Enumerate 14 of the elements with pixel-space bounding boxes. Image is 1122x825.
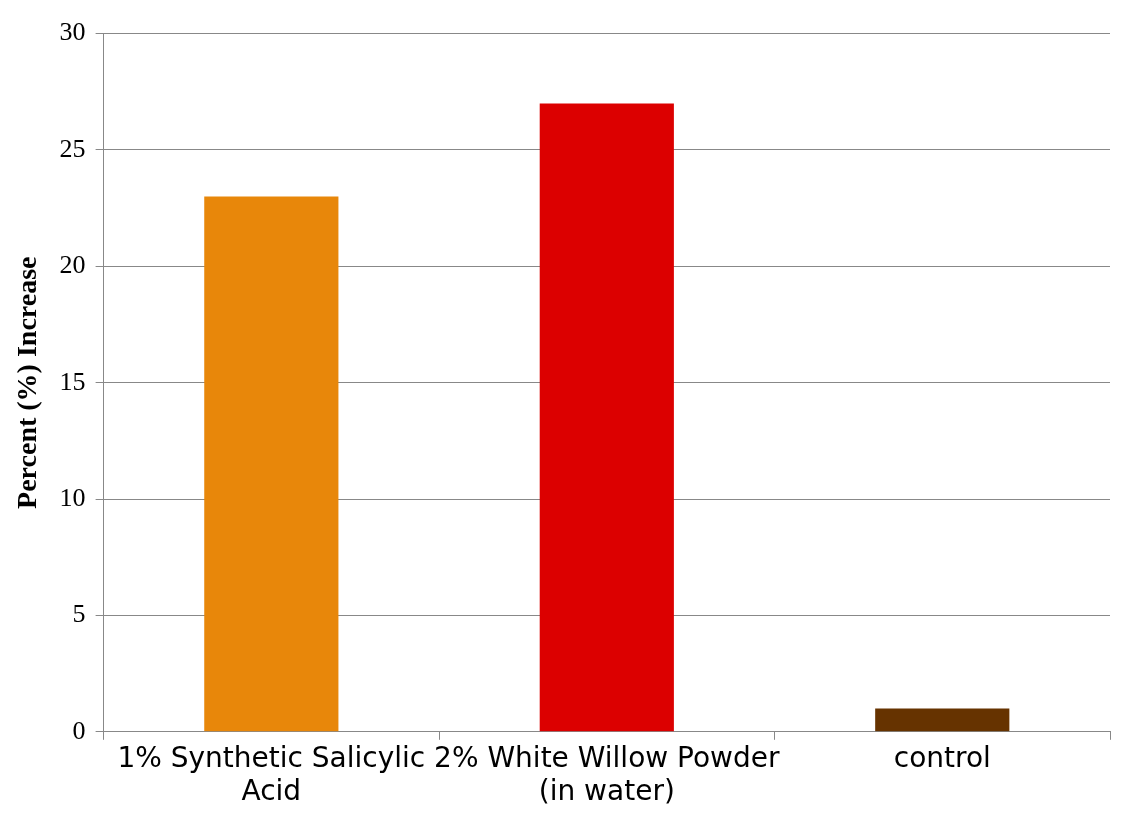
- x-tick-label: control: [893, 740, 991, 774]
- bar: [875, 708, 1010, 732]
- y-tick-label: 10: [59, 482, 86, 512]
- bar: [204, 196, 339, 732]
- y-tick-label: 30: [59, 17, 86, 47]
- y-tick-label: 0: [72, 715, 86, 745]
- y-tick-label: 25: [59, 133, 86, 163]
- y-tick-label: 20: [59, 250, 86, 280]
- y-tick-label: 15: [59, 366, 86, 396]
- x-tick-label: 1% Synthetic Salicylic Acid: [117, 740, 426, 808]
- y-tick-label: 5: [72, 599, 86, 629]
- y-axis-title: Percent (%) Increase: [11, 256, 43, 509]
- bar: [539, 103, 674, 732]
- x-tick-label: 2% White Willow Powder (in water): [434, 740, 780, 808]
